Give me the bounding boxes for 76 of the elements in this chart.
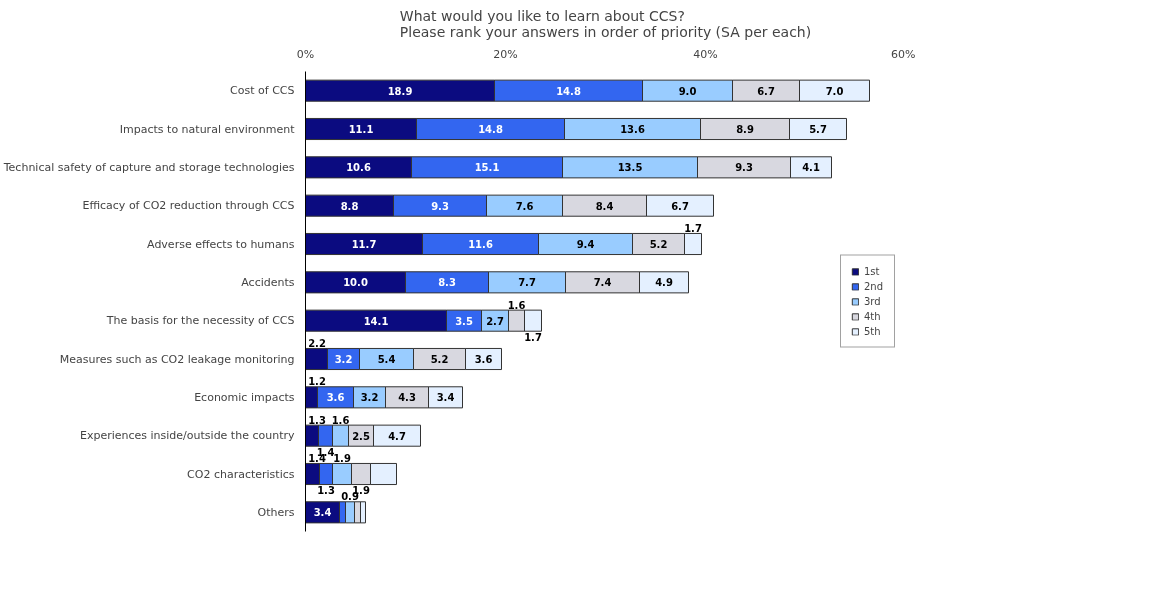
y-tick-label: Technical safety of capture and storage technologies [2, 160, 295, 174]
data-label: 8.8 [340, 200, 359, 212]
chart-title: What would you like to learn about CCS? Please rank your answers in order of priority (SA per each) [399, 7, 812, 40]
data-label: 3.2 [360, 392, 379, 404]
data-label: 3.6 [326, 392, 345, 404]
legend-label: 5th [864, 325, 882, 337]
legend-label: 1st [864, 265, 881, 277]
data-label: 10.6 [346, 162, 371, 174]
data-label: 5.2 [649, 239, 668, 250]
data-label: 4.7 [388, 430, 406, 442]
data-label: 8.4 [595, 200, 614, 212]
data-label: 9.4 [576, 239, 595, 250]
data-label: 1.7 [684, 223, 702, 234]
data-label: 7.7 [518, 277, 536, 289]
data-label: 1.6 [331, 414, 350, 426]
data-label: 0.9 [341, 491, 359, 503]
data-label: 6.7 [671, 200, 689, 212]
data-label: 1.4 [308, 453, 326, 464]
x-tick-label: 0% [296, 47, 315, 61]
data-label: 2.7 [486, 315, 504, 327]
data-label: 3.4 [436, 392, 455, 404]
data-label: 2.2 [308, 338, 326, 349]
data-label: 10.0 [343, 277, 368, 289]
data-label: 7.0 [825, 85, 844, 97]
data-label: 14.8 [556, 85, 581, 97]
y-tick-label: Measures such as CO2 leakage monitoring [59, 352, 295, 366]
data-label: 11.6 [468, 239, 493, 250]
data-label: 4.1 [802, 162, 820, 174]
data-label: 11.7 [351, 239, 377, 250]
data-label: 9.3 [735, 162, 753, 174]
x-tick-label: 40% [693, 47, 718, 61]
data-label: 13.5 [617, 162, 643, 174]
data-label: 4.3 [398, 392, 416, 404]
data-label: 7.6 [515, 200, 534, 212]
y-tick-label: Accidents [241, 275, 295, 289]
data-label: 14.8 [478, 124, 503, 135]
data-label: 11.1 [348, 124, 374, 135]
y-tick-label: Impacts to natural environment [119, 122, 296, 136]
legend-label: 2nd [864, 280, 884, 292]
y-tick-label: CO2 characteristics [187, 467, 295, 481]
data-label: 6.7 [757, 85, 775, 97]
data-label: 3.5 [455, 315, 473, 327]
data-label: 1.3 [308, 414, 326, 426]
data-label: 7.4 [593, 277, 612, 289]
data-label: 4.9 [655, 277, 673, 289]
data-label: 9.0 [678, 85, 697, 97]
x-tick-label: 20% [493, 47, 518, 61]
data-label: 3.6 [474, 354, 493, 365]
y-tick-label: Others [257, 505, 295, 519]
data-label: 8.9 [736, 124, 754, 135]
data-label: 1.7 [524, 331, 542, 343]
data-label: 3.4 [313, 507, 332, 519]
y-tick-label: Experiences inside/outside the country [79, 429, 295, 443]
data-label: 14.1 [363, 315, 389, 327]
data-label: 5.7 [809, 124, 827, 135]
data-label: 5.2 [430, 354, 449, 365]
y-tick-label: The basis for the necessity of CCS [105, 314, 295, 328]
legend-label: 4th [864, 310, 882, 322]
legend-label: 3rd [864, 295, 882, 307]
y-tick-label: Economic impacts [194, 390, 295, 404]
data-label: 1.9 [333, 453, 351, 464]
data-label: 1.6 [507, 299, 526, 311]
data-label: 5.4 [377, 354, 396, 365]
data-label: 15.1 [474, 162, 500, 174]
data-label: 9.3 [431, 200, 449, 212]
data-label: 1.2 [308, 376, 326, 388]
data-label: 18.9 [387, 85, 413, 97]
data-label: 8.3 [438, 277, 456, 289]
data-label: 3.2 [334, 354, 353, 365]
y-tick-label: Adverse effects to humans [147, 237, 295, 251]
x-tick-label: 60% [891, 47, 916, 61]
y-tick-label: Efficacy of CO2 reduction through CCS [82, 199, 295, 213]
y-tick-label: Cost of CCS [230, 84, 295, 98]
data-label: 13.6 [620, 124, 645, 135]
data-label: 1.3 [317, 485, 335, 496]
data-label: 2.5 [352, 430, 370, 442]
